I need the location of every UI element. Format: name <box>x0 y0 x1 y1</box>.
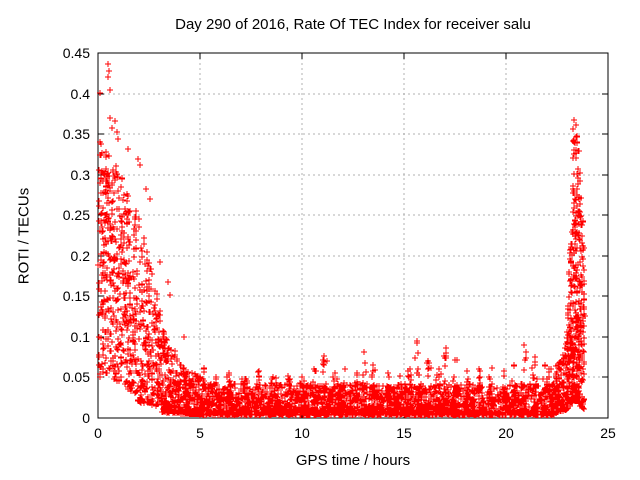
x-tick-label: 10 <box>294 425 310 441</box>
y-tick-label: 0.25 <box>63 207 90 223</box>
y-tick-label: 0 <box>82 410 90 426</box>
plot-border <box>97 52 609 419</box>
x-axis-label: GPS time / hours <box>295 452 411 469</box>
y-tick-label: 0.35 <box>63 126 90 142</box>
x-tick-label: 0 <box>94 425 102 441</box>
x-tick-label: 20 <box>498 425 514 441</box>
y-tick-label: 0.2 <box>71 248 91 264</box>
y-tick-label: 0.45 <box>63 45 90 61</box>
x-tick-label: 15 <box>396 425 412 441</box>
y-tick-label: 0.15 <box>63 288 90 304</box>
y-tick-label: 0.1 <box>71 329 91 345</box>
chart-title: Day 290 of 2016, Rate Of TEC Index for r… <box>175 16 531 33</box>
x-tick-label: 5 <box>196 425 204 441</box>
y-tick-label: 0.3 <box>71 167 91 183</box>
y-tick-label: 0.4 <box>71 86 91 102</box>
x-tick-label: 25 <box>600 425 616 441</box>
y-tick-label: 0.05 <box>63 369 90 385</box>
scatter-points <box>95 61 588 418</box>
